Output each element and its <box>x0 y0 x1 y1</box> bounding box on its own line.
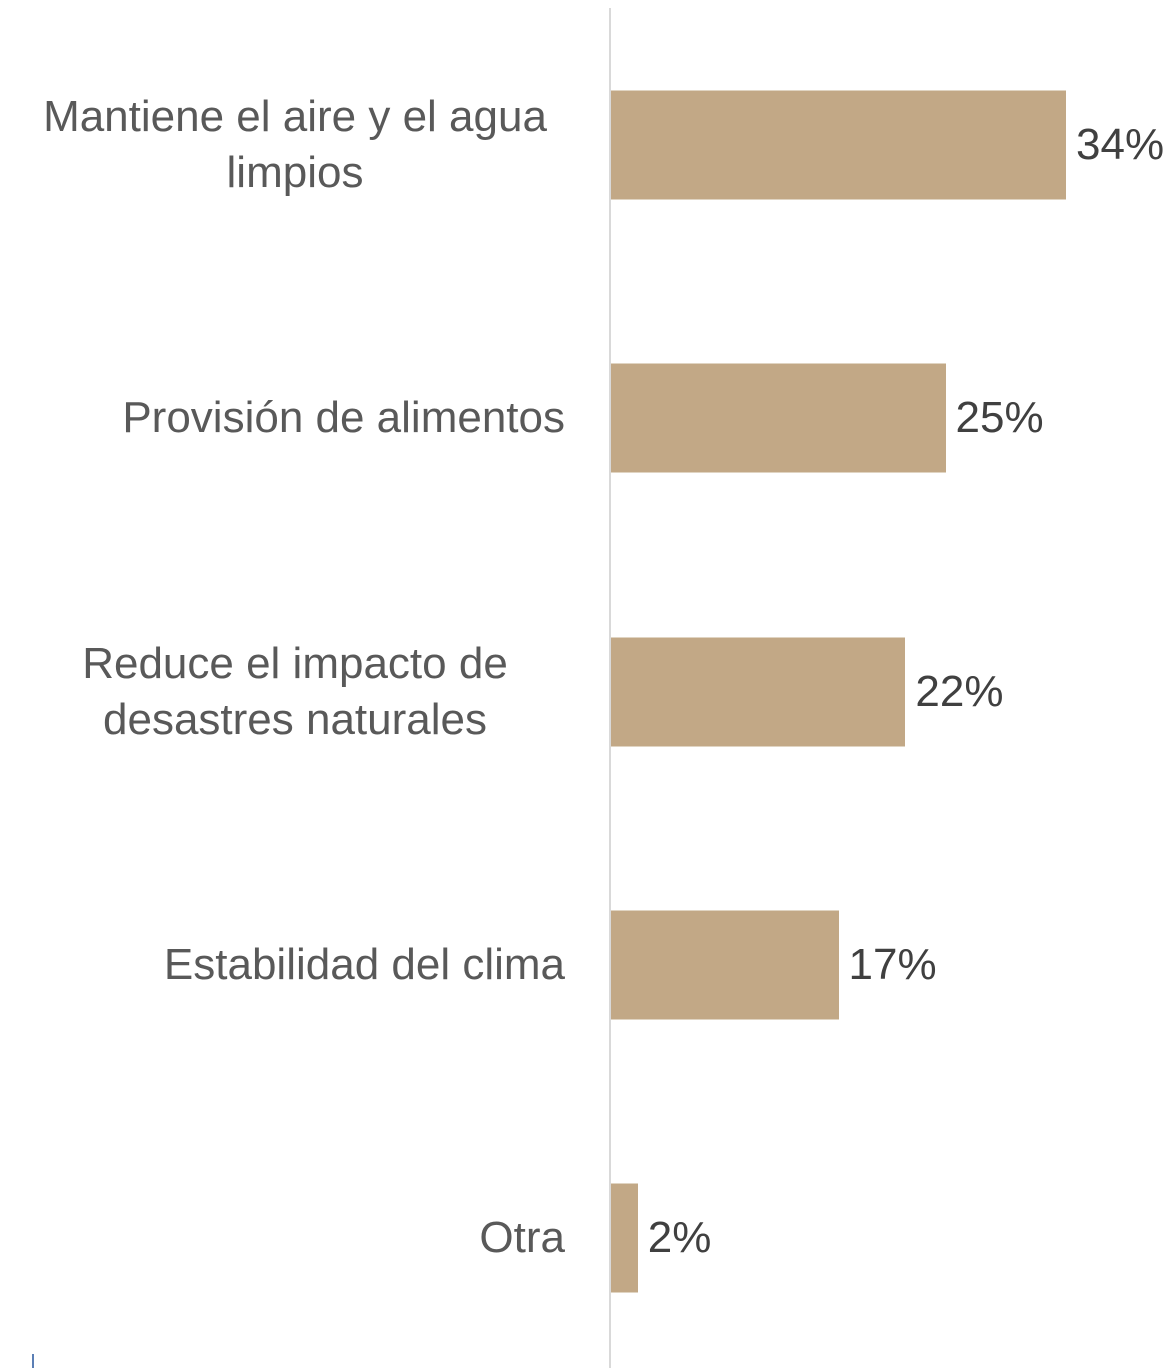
category-label: Estabilidad del clima <box>163 939 565 989</box>
bar <box>611 910 839 1020</box>
data-label: 34% <box>1076 120 1165 169</box>
data-label: 2% <box>647 1213 712 1263</box>
category-label: Provisión de alimentos <box>122 393 565 443</box>
category-axis <box>609 8 611 1368</box>
bar <box>611 90 1066 200</box>
category-label: Mantiene el aire y el agua limpios <box>43 92 547 197</box>
bar <box>611 637 906 747</box>
data-label: 25% <box>955 393 1044 443</box>
data-label: 17% <box>848 939 937 989</box>
decoration <box>32 1354 34 1368</box>
bar <box>611 363 946 473</box>
category-label: Reduce el impacto de desastres naturales <box>82 638 508 744</box>
bar <box>611 1183 638 1293</box>
data-label: 22% <box>915 666 1004 716</box>
category-label: Otra <box>479 1213 565 1263</box>
